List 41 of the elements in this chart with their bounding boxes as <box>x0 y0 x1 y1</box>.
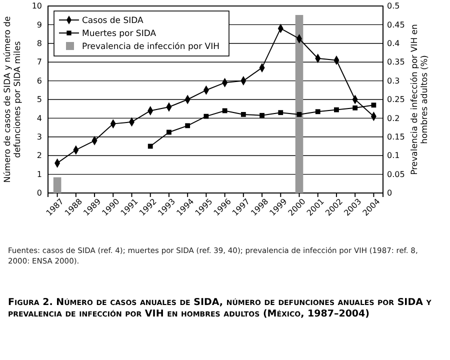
point <box>148 144 153 149</box>
y2-tick-label: 0.35 <box>387 58 405 67</box>
y-tick-label: 10 <box>32 2 42 11</box>
y-tick-label: 1 <box>36 170 42 179</box>
y2-tick-label: 0.05 <box>387 170 405 179</box>
y-tick-label: 2 <box>36 151 42 160</box>
text: Figura 2. Número de casos anuales de SIDA, número de defunciones anuales por SIDA y prevalencia de infección por VIH en hombres adultos (México, 1987–2004) <box>8 297 432 320</box>
y-tick-label: 7 <box>36 58 42 67</box>
y-axis-title: Número de casos de SIDA y número de defunciones por SIDA miles <box>3 16 23 183</box>
point <box>352 105 358 110</box>
y-tick-label: 6 <box>36 76 42 86</box>
point <box>278 110 284 116</box>
legend-label: Casos de SIDA <box>82 16 144 26</box>
point <box>240 112 246 117</box>
point <box>296 112 302 117</box>
y2-tick-label: 0.25 <box>387 95 405 104</box>
y-tick-label: 9 <box>36 20 42 30</box>
y2-tick-label: 0.5 <box>387 2 400 11</box>
point <box>204 114 209 119</box>
legend-label: Prevalencia de infección por VIH <box>82 42 220 52</box>
y2-tick-label: 0.3 <box>387 76 400 86</box>
y-tick-label: 0 <box>36 188 42 198</box>
legend-label: Muertes por SIDA <box>82 28 156 39</box>
y-tick-label: 4 <box>36 114 42 123</box>
point <box>222 108 228 114</box>
y-tick-label: 8 <box>36 38 42 48</box>
y2-tick-label: 0.2 <box>387 114 400 123</box>
point <box>260 112 264 118</box>
point <box>166 130 172 135</box>
y-tick-label: 5 <box>36 95 42 104</box>
y2-tick-label: 0.1 <box>387 151 400 160</box>
y2-tick-label: 0 <box>387 188 392 198</box>
point <box>371 102 376 108</box>
point <box>185 123 190 128</box>
y2-axis-title: Prevalencia de infección por VIH en hombres adultos (%) <box>410 24 430 175</box>
y2-tick-label: 0.15 <box>387 132 405 142</box>
point <box>315 109 320 114</box>
y2-tick-label: 0.4 <box>387 38 400 48</box>
point <box>334 107 339 112</box>
y-tick-label: 3 <box>36 132 42 142</box>
y2-tick-label: 0.45 <box>387 20 405 30</box>
